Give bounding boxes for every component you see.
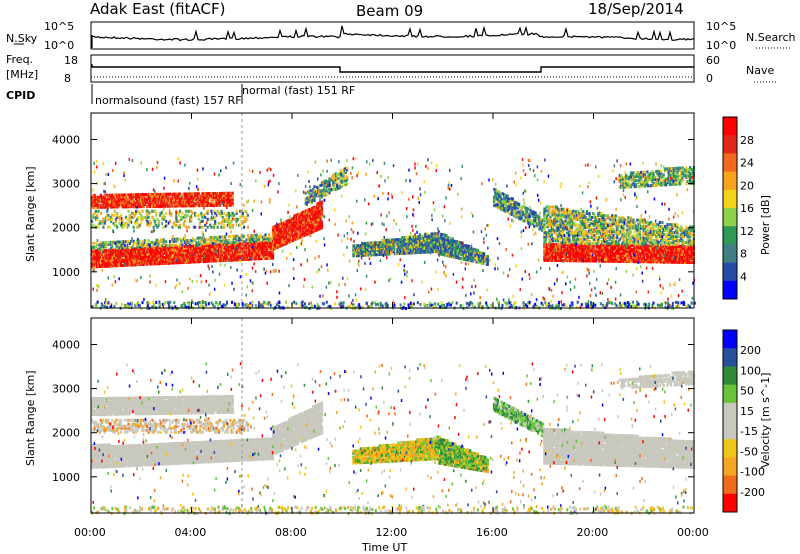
colorbar-segment [723,384,737,404]
colorbar-segment [723,189,737,209]
x-tick-label: 16:00 [476,526,508,539]
velocity-colorbar: 200 100 50 15 -15 -50 -100 -200 [722,329,765,513]
colorbar-segment [723,244,737,264]
x-tick-label: 00:00 [677,526,709,539]
freq-label: Freq. [6,53,33,66]
power-colorbar-label: Power [dB] [759,195,772,255]
power-ylabel: Slant Range [km] [24,166,37,262]
colorbar-tick: 200 [740,344,761,357]
power-colorbar: 28 24 20 16 12 8 4 [722,116,754,300]
colorbar-segment [723,330,737,349]
y-tick-label: 4000 [52,338,80,351]
velocity-ylabel: Slant Range [km] [24,370,37,466]
colorbar-segment [723,262,737,282]
x-axis-label: Time UT [361,541,407,554]
colorbar-segment [723,171,737,191]
colorbar-segment [723,208,737,227]
x-tick-label: 04:00 [175,526,207,539]
nsky-tick-bottom: 10^0 [44,39,74,52]
beam-title: Beam 09 [356,2,423,20]
colorbar-tick: 50 [740,385,754,398]
nave-label: Nave [746,64,774,77]
power-panel: 1000 2000 3000 4000 Slant Range [km] [24,112,696,311]
freq-tick-bottom: 8 [64,72,71,85]
freq-unit: [MHz] [6,68,38,81]
colorbar-tick: 8 [740,248,747,261]
x-tick-label: 00:00 [74,526,106,539]
colorbar-tick: -15 [740,425,758,438]
nave-tick-top: 60 [706,54,720,67]
colorbar-tick: 100 [740,364,761,377]
colorbar-tick: 20 [740,179,754,192]
nsearch-tick-bottom: 10^0 [706,39,736,52]
nsky-panel: N.Sky 10^5 10^0 10^5 10^0 N.Search [6,20,796,52]
colorbar-segment [723,117,737,136]
cpid-label: CPID [6,89,35,102]
colorbar-segment [723,439,737,458]
nsky-tick-top: 10^5 [44,20,74,33]
nsearch-tick-top: 10^5 [706,20,736,33]
colorbar-tick: 15 [740,405,754,418]
freq-trace [91,64,694,73]
colorbar-segment [723,457,737,477]
cpid-mode-2: normal (fast) 151 RF [242,84,355,97]
colorbar-segment [723,421,737,440]
nsky-trace [91,25,695,48]
nsky-label: N.Sky [6,32,38,45]
velocity-panel: 1000 2000 3000 4000 Slant Range [km] [24,317,696,516]
time-axis: 00:00 04:00 08:00 12:00 16:00 20:00 00:00 [74,113,709,539]
colorbar-tick: 28 [740,134,754,147]
x-tick-label: 20:00 [577,526,609,539]
date-title: 18/Sep/2014 [588,0,684,18]
colorbar-segment [723,493,737,513]
velocity-data-marks [91,362,696,516]
x-tick-label: 12:00 [376,526,408,539]
colorbar-tick: -200 [740,486,765,499]
colorbar-segment [723,402,737,422]
freq-panel: Freq. [MHz] 18 8 60 0 Nave [6,53,776,85]
y-tick-label: 3000 [52,178,80,191]
y-tick-label: 1000 [52,471,80,484]
colorbar-segment [723,348,737,367]
colorbar-segment [723,135,737,154]
colorbar-tick: -50 [740,445,758,458]
colorbar-segment [723,280,737,300]
y-tick-label: 3000 [52,383,80,396]
y-tick-label: 4000 [52,133,80,146]
nave-tick-bottom: 0 [706,72,713,85]
y-tick-label: 1000 [52,266,80,279]
station-title: Adak East (fitACF) [90,0,225,18]
colorbar-tick: 16 [740,202,754,215]
colorbar-segment [723,366,737,386]
x-tick-label: 08:00 [275,526,307,539]
y-tick-label: 2000 [52,427,80,440]
cpid-mode-1: normalsound (fast) 157 RF [95,94,242,107]
nsearch-label: N.Search [746,31,796,44]
colorbar-tick: 4 [740,270,747,283]
cpid-panel: CPID normalsound (fast) 157 RF normal (f… [6,84,355,107]
colorbar-tick: -100 [740,466,765,479]
colorbar-segment [723,153,737,173]
power-data-marks [91,157,696,311]
colorbar-tick: 24 [740,157,754,170]
colorbar-tick: 12 [740,225,754,238]
freq-tick-top: 18 [64,54,78,67]
velocity-colorbar-label: Velocity [m s^-1] [759,373,772,468]
colorbar-segment [723,475,737,495]
colorbar-segment [723,226,737,245]
y-tick-label: 2000 [52,222,80,235]
